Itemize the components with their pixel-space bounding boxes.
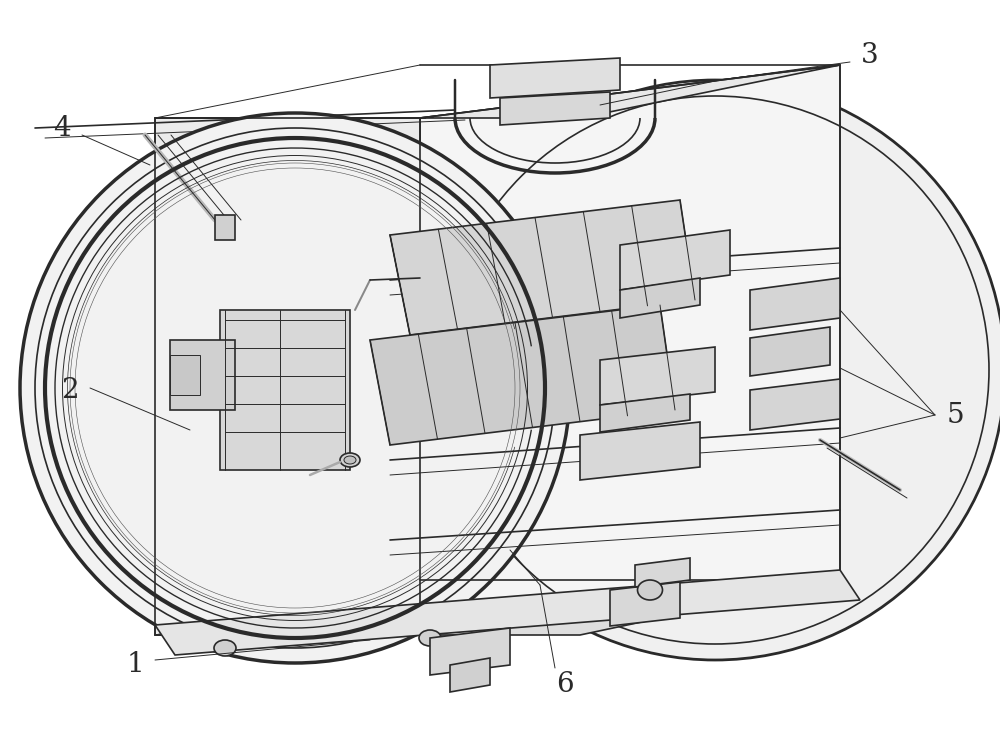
Polygon shape	[600, 394, 690, 432]
Polygon shape	[420, 65, 840, 635]
Text: 5: 5	[946, 401, 964, 428]
Polygon shape	[750, 278, 840, 330]
Polygon shape	[155, 580, 840, 635]
Polygon shape	[370, 305, 675, 445]
Ellipse shape	[344, 456, 356, 464]
Text: 6: 6	[556, 672, 574, 698]
Ellipse shape	[638, 580, 662, 600]
Polygon shape	[600, 347, 715, 405]
Text: 2: 2	[61, 376, 79, 404]
Ellipse shape	[419, 630, 441, 646]
Polygon shape	[500, 92, 610, 125]
Polygon shape	[220, 310, 350, 470]
Polygon shape	[620, 230, 730, 290]
Polygon shape	[580, 422, 700, 480]
Polygon shape	[635, 558, 690, 587]
Polygon shape	[155, 570, 860, 655]
Polygon shape	[610, 582, 680, 626]
Text: 3: 3	[861, 42, 879, 68]
Polygon shape	[170, 355, 200, 395]
Ellipse shape	[624, 592, 646, 608]
Polygon shape	[750, 379, 840, 430]
Polygon shape	[750, 327, 830, 376]
Text: 4: 4	[53, 114, 71, 142]
Ellipse shape	[214, 640, 236, 656]
Polygon shape	[490, 58, 620, 98]
Ellipse shape	[425, 80, 1000, 660]
Text: 1: 1	[126, 651, 144, 678]
Polygon shape	[155, 65, 840, 118]
Polygon shape	[430, 628, 510, 675]
Polygon shape	[390, 200, 695, 335]
Polygon shape	[155, 118, 420, 635]
Polygon shape	[170, 340, 235, 410]
Polygon shape	[450, 658, 490, 692]
Polygon shape	[620, 278, 700, 318]
Polygon shape	[215, 215, 235, 240]
Ellipse shape	[20, 113, 570, 663]
Ellipse shape	[340, 453, 360, 467]
